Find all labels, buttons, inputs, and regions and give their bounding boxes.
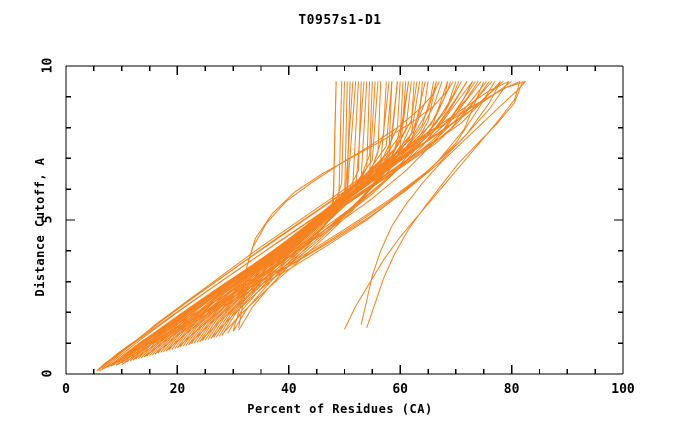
- data-curve: [360, 81, 526, 325]
- curve-series-group: [96, 80, 526, 372]
- data-curve: [196, 81, 362, 343]
- data-curve: [232, 81, 440, 332]
- y-tick-label: 5: [40, 215, 56, 224]
- x-tick-label: 100: [611, 382, 635, 397]
- x-tick-label: 60: [392, 382, 409, 397]
- data-curve: [238, 81, 454, 328]
- data-curve: [101, 81, 474, 370]
- axes-group: [65, 65, 624, 375]
- data-curve: [99, 80, 510, 370]
- data-curve: [344, 81, 521, 330]
- data-curve: [199, 81, 404, 343]
- data-curve: [221, 81, 393, 335]
- y-tick-label: 0: [40, 369, 56, 378]
- data-curve: [210, 81, 398, 339]
- y-tick-label: 10: [40, 57, 56, 74]
- x-tick-label: 80: [503, 382, 520, 397]
- data-curve: [207, 81, 351, 340]
- page-title: T0957s1-D1: [298, 13, 382, 28]
- data-curve: [115, 81, 485, 366]
- data-curve: [99, 81, 510, 372]
- x-tick-label: 40: [280, 382, 297, 397]
- x-tick-label: 20: [169, 382, 186, 397]
- data-curve: [101, 81, 504, 369]
- data-curve: [146, 81, 429, 357]
- data-curve: [140, 81, 437, 359]
- data-curve: [366, 81, 524, 328]
- x-axis-label: Percent of Residues (CA): [247, 402, 433, 416]
- x-tick-label: 0: [62, 382, 70, 397]
- data-curve: [215, 81, 359, 338]
